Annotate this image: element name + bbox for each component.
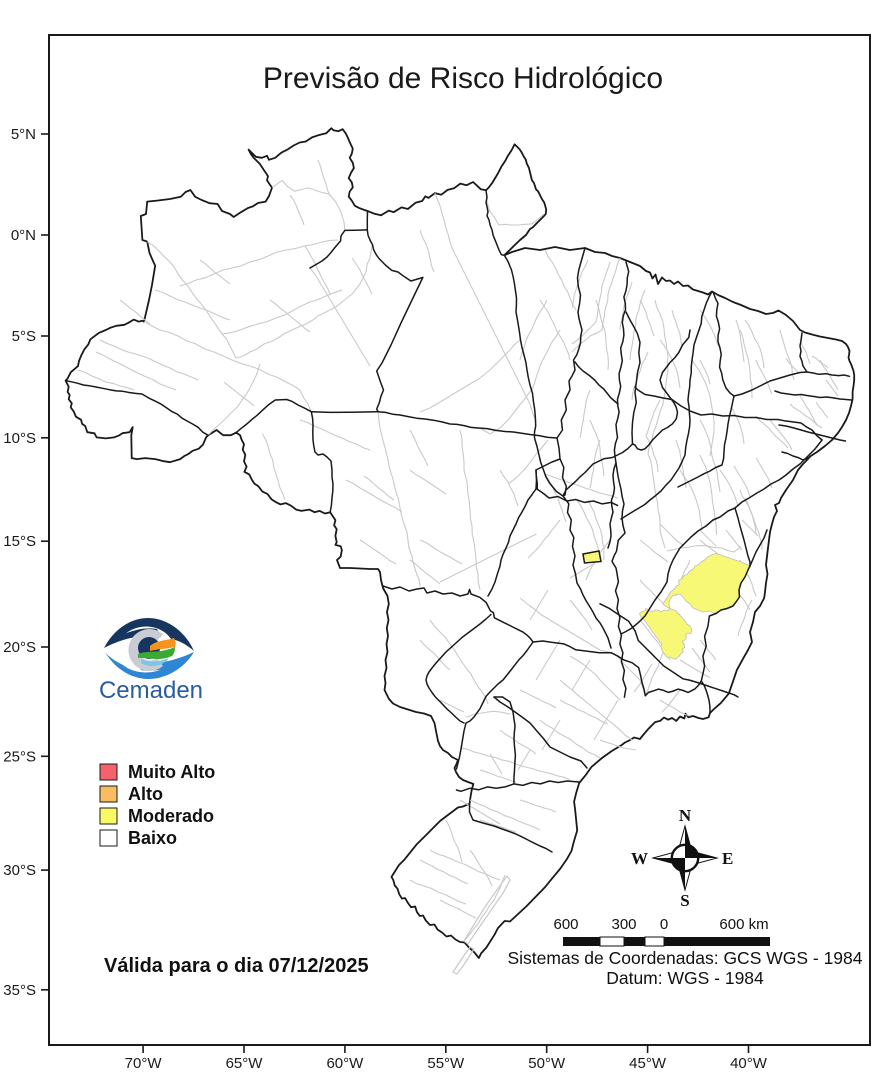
svg-text:W: W — [631, 849, 648, 868]
svg-text:45°W: 45°W — [629, 1055, 667, 1072]
svg-text:Datum: WGS - 1984: Datum: WGS - 1984 — [606, 968, 764, 988]
svg-text:5°S: 5°S — [12, 328, 36, 345]
svg-text:Válida para o dia 07/12/2025: Válida para o dia 07/12/2025 — [104, 955, 369, 977]
svg-text:70°W: 70°W — [125, 1055, 163, 1072]
svg-text:20°S: 20°S — [3, 639, 36, 656]
svg-text:Sistemas de Coordenadas: GCS W: Sistemas de Coordenadas: GCS WGS - 1984 — [507, 948, 862, 968]
svg-text:15°S: 15°S — [3, 533, 36, 550]
svg-text:Moderado: Moderado — [128, 806, 214, 826]
svg-text:Previsão de Risco Hidrológico: Previsão de Risco Hidrológico — [263, 62, 663, 95]
svg-text:Baixo: Baixo — [128, 828, 177, 848]
svg-text:Alto: Alto — [128, 784, 163, 804]
svg-text:Cemaden: Cemaden — [99, 677, 203, 704]
svg-text:0°N: 0°N — [11, 227, 36, 244]
svg-text:N: N — [679, 806, 692, 825]
svg-text:300: 300 — [611, 916, 636, 933]
svg-text:5°N: 5°N — [11, 126, 36, 143]
svg-text:65°W: 65°W — [226, 1055, 264, 1072]
svg-text:S: S — [680, 891, 689, 910]
svg-text:Muito Alto: Muito Alto — [128, 762, 215, 782]
svg-text:25°S: 25°S — [3, 748, 36, 765]
svg-text:35°S: 35°S — [3, 982, 36, 999]
svg-text:10°S: 10°S — [3, 430, 36, 447]
svg-text:0: 0 — [660, 916, 668, 933]
svg-text:55°W: 55°W — [427, 1055, 465, 1072]
svg-text:50°W: 50°W — [528, 1055, 566, 1072]
svg-text:600 km: 600 km — [719, 916, 768, 933]
svg-text:600: 600 — [553, 916, 578, 933]
svg-text:E: E — [722, 849, 733, 868]
svg-text:60°W: 60°W — [326, 1055, 364, 1072]
svg-text:40°W: 40°W — [730, 1055, 768, 1072]
svg-text:30°S: 30°S — [3, 862, 36, 879]
